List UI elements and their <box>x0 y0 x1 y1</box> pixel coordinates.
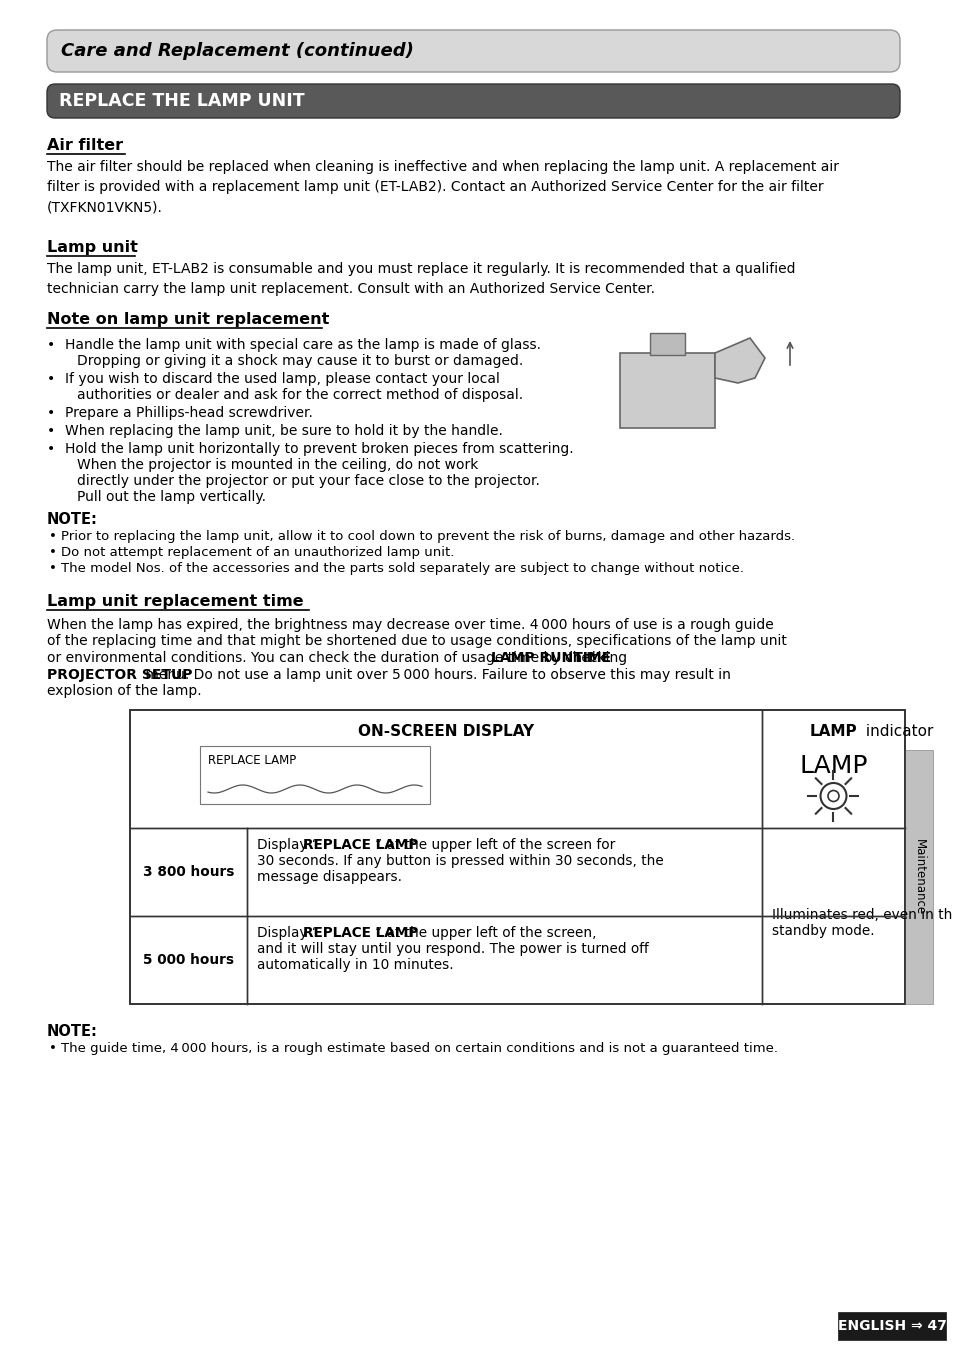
Text: PROJECTOR SETUP: PROJECTOR SETUP <box>47 667 193 682</box>
Text: •: • <box>49 1042 57 1054</box>
Text: Lamp unit replacement time: Lamp unit replacement time <box>47 594 303 609</box>
Text: The lamp unit, ET-LAB2 is consumable and you must replace it regularly. It is re: The lamp unit, ET-LAB2 is consumable and… <box>47 262 795 296</box>
Text: •: • <box>47 373 55 386</box>
Text: Note on lamp unit replacement: Note on lamp unit replacement <box>47 312 329 327</box>
Text: •: • <box>49 545 57 559</box>
Bar <box>619 352 714 428</box>
Text: or environmental conditions. You can check the duration of usage time by checkin: or environmental conditions. You can che… <box>47 651 631 666</box>
Text: LAMP: LAMP <box>809 724 857 738</box>
Text: NOTE:: NOTE: <box>47 512 98 526</box>
Bar <box>130 828 904 1004</box>
Circle shape <box>827 791 838 802</box>
Text: Display “: Display “ <box>256 926 318 940</box>
Text: •: • <box>47 406 55 420</box>
Text: •: • <box>47 424 55 437</box>
Text: ” at the upper left of the screen for: ” at the upper left of the screen for <box>375 838 615 852</box>
Text: REPLACE THE LAMP UNIT: REPLACE THE LAMP UNIT <box>59 92 304 109</box>
Text: If you wish to discard the used lamp, please contact your local: If you wish to discard the used lamp, pl… <box>65 373 499 386</box>
Text: Pull out the lamp vertically.: Pull out the lamp vertically. <box>77 490 266 504</box>
Text: REPLACE LAMP: REPLACE LAMP <box>208 755 296 767</box>
Text: Prior to replacing the lamp unit, allow it to cool down to prevent the risk of b: Prior to replacing the lamp unit, allow … <box>61 531 794 543</box>
Text: •: • <box>49 562 57 575</box>
Text: Care and Replacement (continued): Care and Replacement (continued) <box>61 42 414 59</box>
Text: When replacing the lamp unit, be sure to hold it by the handle.: When replacing the lamp unit, be sure to… <box>65 424 502 437</box>
Text: directly under the projector or put your face close to the projector.: directly under the projector or put your… <box>77 474 539 487</box>
Text: in the: in the <box>564 651 609 666</box>
Text: •: • <box>47 338 55 352</box>
Polygon shape <box>714 338 764 383</box>
Text: Air filter: Air filter <box>47 138 123 153</box>
Text: Illuminates red, even in the: Illuminates red, even in the <box>771 909 953 922</box>
Text: When the projector is mounted in the ceiling, do not work: When the projector is mounted in the cei… <box>77 458 477 472</box>
Text: The guide time, 4 000 hours, is a rough estimate based on certain conditions and: The guide time, 4 000 hours, is a rough … <box>61 1042 778 1054</box>
Text: •: • <box>49 531 57 543</box>
Text: NOTE:: NOTE: <box>47 1025 98 1040</box>
Text: ENGLISH ⇒ 47: ENGLISH ⇒ 47 <box>837 1319 945 1332</box>
Text: 5 000 hours: 5 000 hours <box>143 953 233 967</box>
Text: The air filter should be replaced when cleaning is ineffective and when replacin: The air filter should be replaced when c… <box>47 161 838 215</box>
Circle shape <box>820 783 845 809</box>
Text: ON-SCREEN DISPLAY: ON-SCREEN DISPLAY <box>357 724 534 738</box>
Text: menu. Do not use a lamp unit over 5 000 hours. Failure to observe this may resul: menu. Do not use a lamp unit over 5 000 … <box>141 667 731 682</box>
Text: LAMP: LAMP <box>799 755 867 778</box>
Text: Prepare a Phillips-head screwdriver.: Prepare a Phillips-head screwdriver. <box>65 406 313 420</box>
Text: Handle the lamp unit with special care as the lamp is made of glass.: Handle the lamp unit with special care a… <box>65 338 540 352</box>
Text: authorities or dealer and ask for the correct method of disposal.: authorities or dealer and ask for the co… <box>77 387 522 402</box>
Text: Maintenance: Maintenance <box>911 838 924 915</box>
Text: Do not attempt replacement of an unauthorized lamp unit.: Do not attempt replacement of an unautho… <box>61 545 454 559</box>
Bar <box>200 747 430 805</box>
Text: and it will stay until you respond. The power is turned off: and it will stay until you respond. The … <box>256 942 648 956</box>
Text: Display “: Display “ <box>256 838 318 852</box>
Text: message disappears.: message disappears. <box>256 869 401 884</box>
Bar <box>649 333 684 355</box>
Text: LAMP RUNTIME: LAMP RUNTIME <box>491 651 611 666</box>
Text: automatically in 10 minutes.: automatically in 10 minutes. <box>256 958 453 972</box>
Text: The model Nos. of the accessories and the parts sold separately are subject to c: The model Nos. of the accessories and th… <box>61 562 743 575</box>
Text: Lamp unit: Lamp unit <box>47 240 138 255</box>
Text: REPLACE LAMP: REPLACE LAMP <box>303 838 417 852</box>
Text: explosion of the lamp.: explosion of the lamp. <box>47 684 201 698</box>
Bar <box>130 710 904 1004</box>
Text: When the lamp has expired, the brightness may decrease over time. 4 000 hours of: When the lamp has expired, the brightnes… <box>47 618 773 632</box>
Bar <box>837 1312 945 1341</box>
Text: •: • <box>47 441 55 456</box>
Text: ” at the upper left of the screen,: ” at the upper left of the screen, <box>375 926 596 940</box>
Text: of the replacing time and that might be shortened due to usage conditions, speci: of the replacing time and that might be … <box>47 634 786 648</box>
Text: standby mode.: standby mode. <box>771 923 874 938</box>
Bar <box>904 751 932 1004</box>
Text: REPLACE LAMP: REPLACE LAMP <box>303 926 417 940</box>
Text: 3 800 hours: 3 800 hours <box>143 865 233 879</box>
Text: Dropping or giving it a shock may cause it to burst or damaged.: Dropping or giving it a shock may cause … <box>77 354 522 369</box>
FancyBboxPatch shape <box>47 30 899 72</box>
Text: indicator: indicator <box>861 724 933 738</box>
FancyBboxPatch shape <box>47 84 899 117</box>
Text: Hold the lamp unit horizontally to prevent broken pieces from scattering.: Hold the lamp unit horizontally to preve… <box>65 441 573 456</box>
Text: 30 seconds. If any button is pressed within 30 seconds, the: 30 seconds. If any button is pressed wit… <box>256 855 663 868</box>
Bar <box>130 710 904 1004</box>
